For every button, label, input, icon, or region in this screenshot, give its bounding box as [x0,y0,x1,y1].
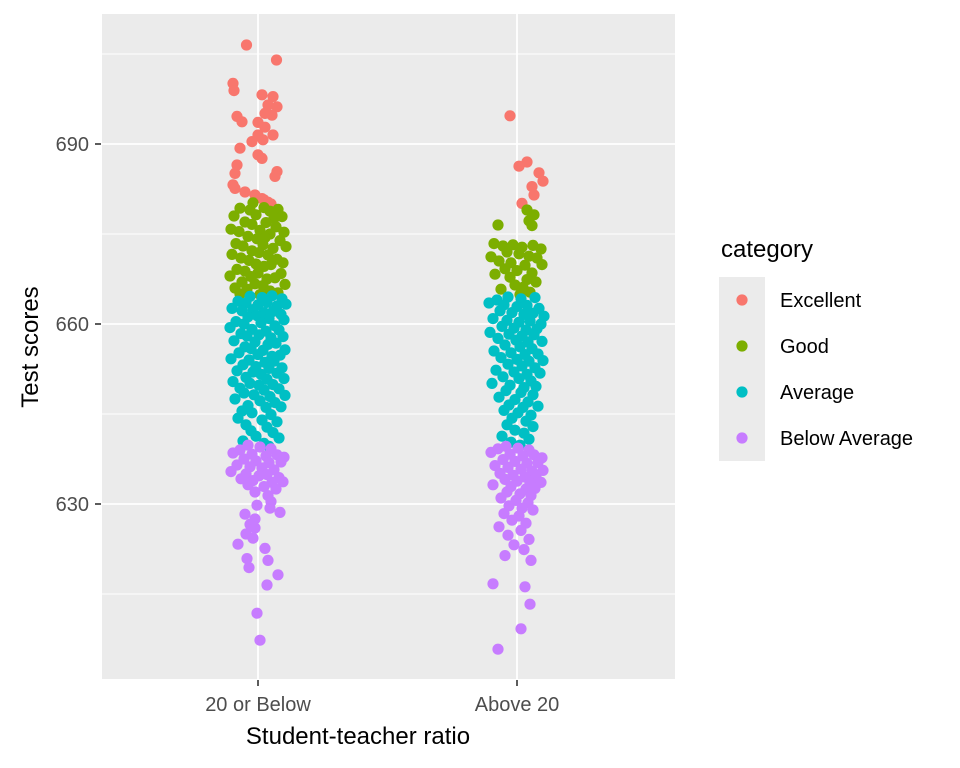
points-above-20-average [483,291,550,451]
legend-dot-below-average [736,432,748,444]
x-axis-title: Student-teacher ratio [246,723,470,750]
x-axis-label-20-or-below: 20 or Below [205,694,311,716]
axis-tick-marks [95,143,518,686]
legend: category Excellent Good Average Below Av… [719,236,913,461]
legend-title: category [721,236,813,263]
y-axis-title: Test scores [17,286,44,407]
y-axis-label-660: 660 [56,314,89,336]
legend-dot-good [736,340,748,352]
points-above-20-excellent [504,110,549,209]
plot-panel [102,14,675,679]
data-points-layer [224,39,550,655]
points-above-20-below-average [485,440,549,655]
legend-label-good: Good [780,336,829,358]
minor-gridlines [102,53,675,595]
legend-label-average: Average [780,382,854,404]
legend-label-below-average: Below Average [780,428,913,450]
points-20-or-below-good [224,197,292,302]
points-above-20-good [485,204,548,301]
x-axis-label-above-20: Above 20 [475,694,560,716]
y-axis-label-690: 690 [56,134,89,156]
legend-dot-excellent [736,294,748,306]
points-20-or-below-below-average [225,439,290,646]
legend-dot-average [736,386,748,398]
points-20-or-below-excellent [227,39,283,210]
y-axis-label-630: 630 [56,494,89,516]
legend-label-excellent: Excellent [780,290,862,312]
